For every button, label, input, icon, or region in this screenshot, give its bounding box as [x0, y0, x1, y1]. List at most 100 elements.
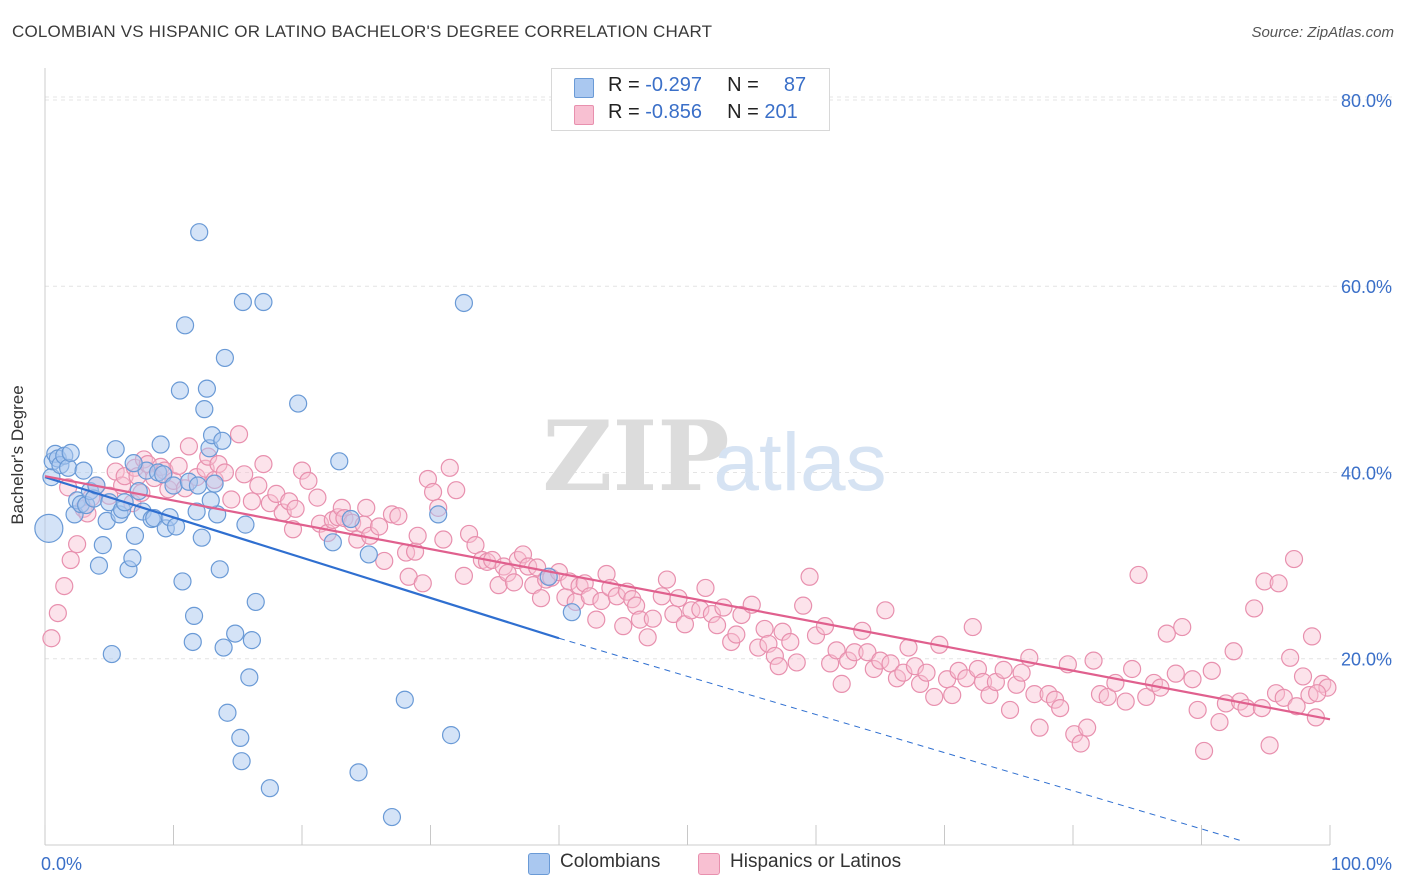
hispanic-point — [249, 476, 268, 495]
colombian-point — [236, 515, 255, 534]
colombian-point — [214, 638, 233, 657]
hispanic-point — [179, 437, 199, 456]
hispanic-point — [1129, 565, 1148, 585]
hispanic-point — [1157, 624, 1176, 643]
hispanic-point — [299, 471, 318, 490]
colombians-trend-extension — [558, 637, 1241, 841]
colombian-point — [197, 379, 217, 398]
y-tick-label: 40.0% — [1341, 463, 1392, 483]
hispanic-point — [382, 505, 402, 524]
hispanic-point — [423, 482, 443, 502]
hispanic-point — [1116, 692, 1135, 711]
colombian-point — [164, 476, 183, 495]
hispanic-point — [280, 492, 299, 511]
hispanic-point — [765, 646, 784, 666]
colombian-point — [188, 476, 208, 495]
colombian-point — [233, 292, 252, 312]
legend-n-value: 201 — [764, 101, 798, 123]
hispanic-point — [1012, 663, 1031, 682]
watermark-atlas: atlas — [713, 417, 886, 508]
legend-n-label: N = — [727, 74, 759, 96]
hispanic-point — [587, 610, 606, 629]
colombian-point — [34, 513, 64, 543]
hispanic-point — [702, 604, 722, 624]
y-axis-label: Bachelor's Degree — [8, 385, 27, 525]
hispanic-point — [714, 598, 733, 617]
legend-r-label: R = — [608, 101, 640, 123]
hispanic-point — [222, 490, 241, 509]
colombian-point — [102, 644, 121, 664]
hispanic-point — [630, 610, 650, 629]
colombian-point — [441, 726, 461, 745]
colombian-point — [173, 572, 192, 591]
colombian-point — [175, 316, 195, 335]
colombian-point — [74, 461, 93, 480]
hispanic-point — [749, 638, 768, 657]
hispanic-point — [286, 499, 305, 518]
colombian-point — [395, 690, 414, 709]
hispanic-point — [1000, 700, 1020, 720]
trend-lines — [44, 475, 1331, 841]
colombian-point — [215, 348, 234, 368]
hispanic-point — [42, 629, 61, 648]
colombian-point — [231, 728, 250, 747]
chart-title: COLOMBIAN VS HISPANIC OR LATINO BACHELOR… — [12, 22, 713, 41]
hispanic-point — [459, 524, 479, 544]
hispanic-point — [815, 617, 835, 636]
hispanic-point — [614, 617, 633, 636]
hispanic-point — [215, 463, 234, 482]
colombians-legend-swatch — [528, 853, 550, 875]
colombian-point — [123, 549, 142, 568]
hispanic-point — [727, 625, 746, 644]
hispanic-point — [1245, 599, 1264, 618]
hispanic-point — [229, 425, 249, 444]
colombian-point — [349, 763, 368, 782]
colombian-point — [89, 556, 109, 575]
hispanic-point — [871, 651, 890, 670]
legend-n-value: 87 — [783, 74, 807, 96]
hispanic-point — [531, 589, 551, 608]
x-tick-label: 0.0% — [41, 854, 82, 874]
hispanic-point — [638, 628, 657, 647]
colombian-point — [260, 779, 279, 798]
hispanic-point — [827, 641, 846, 660]
hispanic-point — [447, 481, 466, 500]
colombian-point — [218, 703, 237, 722]
hispanic-point — [787, 653, 806, 672]
hispanic-point — [1318, 678, 1337, 697]
colombian-point — [240, 668, 259, 687]
colombian-point — [323, 533, 342, 552]
colombian-point — [359, 545, 378, 564]
colombian-point — [226, 624, 245, 643]
hispanic-point — [1281, 648, 1300, 667]
watermark-zip: ZIP — [542, 400, 729, 513]
hispanic-point — [489, 576, 508, 595]
colombian-point — [154, 465, 173, 484]
colombians-legend-label: Colombians — [560, 851, 661, 872]
colombian-point — [232, 752, 251, 771]
hispanic-point — [994, 660, 1013, 680]
colombian-point — [205, 474, 224, 493]
hispanics-swatch — [574, 105, 594, 125]
hispanic-point — [48, 603, 67, 623]
hispanic-point — [580, 587, 599, 606]
hispanic-point — [1224, 642, 1243, 661]
x-tick-label: 100.0% — [1331, 854, 1392, 874]
hispanic-point — [323, 510, 342, 530]
hispanic-point — [375, 551, 394, 571]
hispanic-point — [68, 535, 87, 554]
hispanic-point — [1302, 627, 1322, 646]
hispanic-point — [1194, 741, 1214, 761]
source-label: Source: ZipAtlas.com — [1251, 24, 1394, 41]
hispanic-point — [370, 517, 389, 536]
hispanic-point — [949, 661, 968, 680]
hispanic-point — [1287, 697, 1306, 716]
hispanic-point — [61, 550, 80, 570]
hispanic-point — [781, 632, 800, 652]
hispanic-point — [260, 494, 279, 513]
hispanic-point — [1293, 667, 1313, 686]
hispanic-point — [917, 663, 936, 682]
hispanic-point — [905, 657, 925, 676]
hispanic-point — [357, 498, 376, 517]
